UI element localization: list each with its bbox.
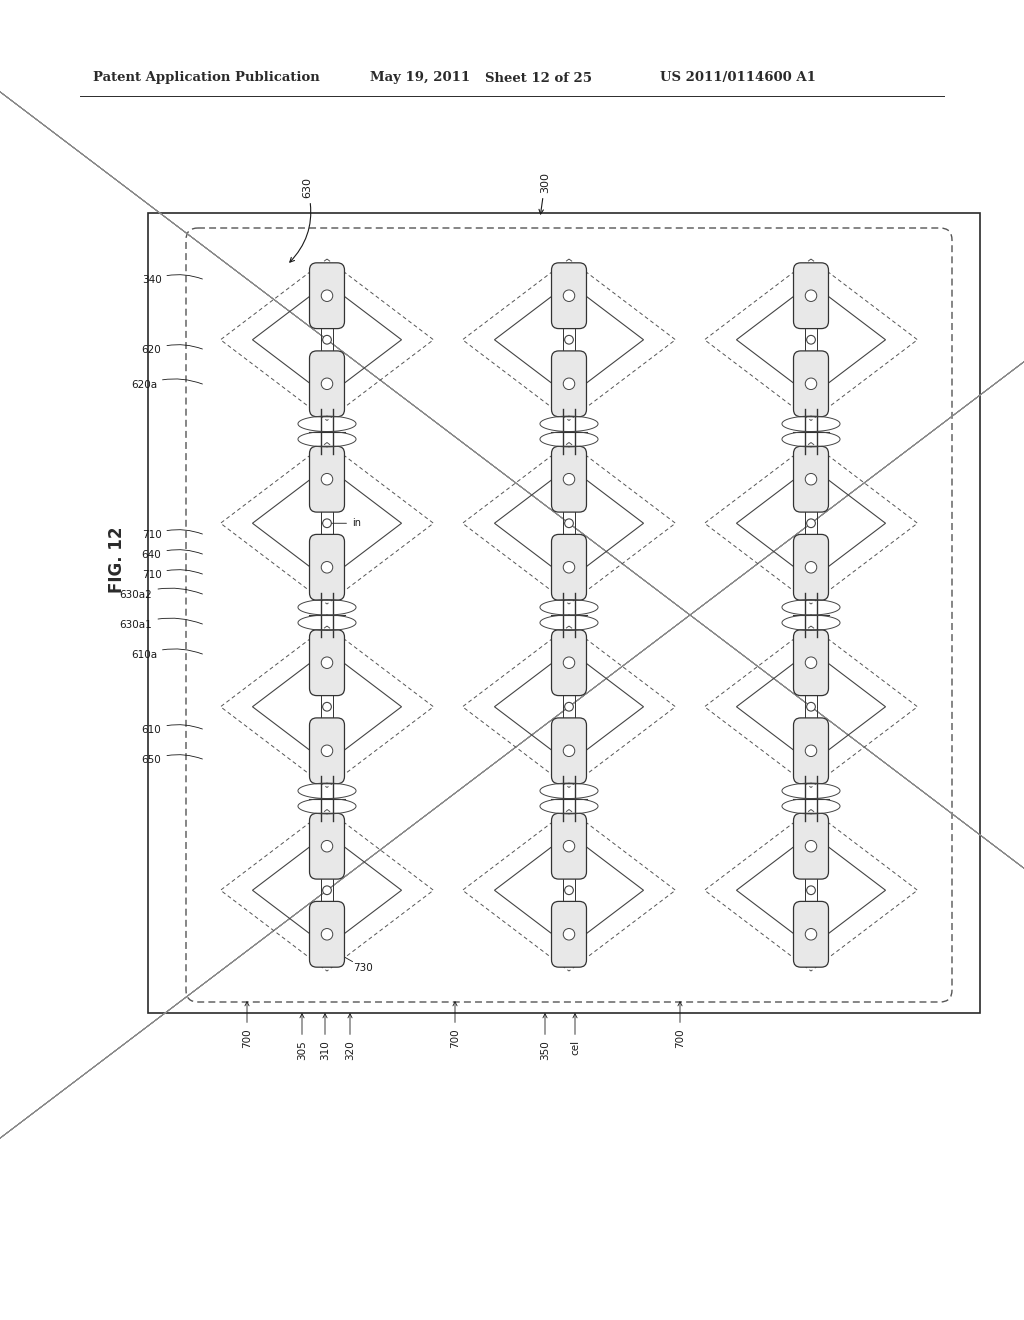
Text: 700: 700 (450, 1002, 460, 1048)
FancyBboxPatch shape (794, 902, 828, 968)
Circle shape (805, 290, 817, 301)
Circle shape (564, 886, 573, 895)
Text: 305: 305 (297, 1014, 307, 1060)
Text: 340: 340 (141, 275, 203, 285)
Text: US 2011/0114600 A1: US 2011/0114600 A1 (660, 71, 816, 84)
Circle shape (563, 841, 574, 851)
Circle shape (322, 290, 333, 301)
Circle shape (322, 841, 333, 851)
FancyBboxPatch shape (309, 902, 344, 968)
Circle shape (805, 474, 817, 484)
FancyBboxPatch shape (552, 446, 587, 512)
Circle shape (323, 886, 332, 895)
Text: 630a1: 630a1 (120, 618, 203, 630)
Circle shape (805, 561, 817, 573)
Circle shape (563, 474, 574, 484)
Text: 320: 320 (345, 1014, 355, 1060)
Circle shape (564, 519, 573, 528)
FancyBboxPatch shape (794, 263, 828, 329)
Circle shape (563, 744, 574, 756)
Text: FIG. 12: FIG. 12 (108, 527, 126, 593)
Text: Patent Application Publication: Patent Application Publication (93, 71, 319, 84)
Text: 630a2: 630a2 (120, 589, 203, 601)
Text: 620: 620 (141, 345, 203, 355)
Circle shape (805, 841, 817, 851)
Circle shape (563, 657, 574, 668)
FancyBboxPatch shape (309, 535, 344, 601)
Text: May 19, 2011: May 19, 2011 (370, 71, 470, 84)
Text: 650: 650 (141, 755, 203, 766)
FancyBboxPatch shape (552, 630, 587, 696)
FancyBboxPatch shape (309, 446, 344, 512)
FancyBboxPatch shape (794, 446, 828, 512)
Circle shape (807, 519, 815, 528)
Circle shape (563, 378, 574, 389)
FancyBboxPatch shape (552, 535, 587, 601)
Text: 730: 730 (353, 964, 373, 973)
FancyBboxPatch shape (794, 535, 828, 601)
Circle shape (323, 702, 332, 711)
Circle shape (807, 702, 815, 711)
Text: 710: 710 (141, 529, 203, 540)
Circle shape (564, 702, 573, 711)
Circle shape (322, 744, 333, 756)
Circle shape (563, 928, 574, 940)
Text: 700: 700 (242, 1002, 252, 1048)
Circle shape (322, 561, 333, 573)
FancyBboxPatch shape (552, 718, 587, 784)
Circle shape (807, 886, 815, 895)
FancyBboxPatch shape (552, 902, 587, 968)
FancyBboxPatch shape (552, 351, 587, 417)
Text: 610: 610 (141, 725, 203, 735)
FancyBboxPatch shape (794, 718, 828, 784)
FancyBboxPatch shape (309, 813, 344, 879)
Circle shape (805, 378, 817, 389)
Text: 640: 640 (141, 549, 203, 560)
FancyBboxPatch shape (309, 630, 344, 696)
FancyBboxPatch shape (794, 351, 828, 417)
FancyBboxPatch shape (309, 718, 344, 784)
Text: 350: 350 (540, 1014, 550, 1060)
FancyBboxPatch shape (309, 263, 344, 329)
FancyBboxPatch shape (552, 813, 587, 879)
Text: 620a: 620a (131, 379, 203, 389)
Circle shape (322, 657, 333, 668)
FancyBboxPatch shape (552, 263, 587, 329)
Text: 310: 310 (319, 1014, 330, 1060)
Text: in: in (323, 519, 361, 528)
Text: 710: 710 (141, 570, 203, 579)
Text: cel: cel (570, 1014, 580, 1055)
Text: 300: 300 (539, 172, 550, 214)
Circle shape (322, 378, 333, 389)
Text: 630: 630 (290, 177, 312, 263)
Text: Sheet 12 of 25: Sheet 12 of 25 (485, 71, 592, 84)
Bar (148, 213, 980, 1012)
Circle shape (807, 335, 815, 345)
FancyBboxPatch shape (794, 630, 828, 696)
Circle shape (564, 335, 573, 345)
FancyBboxPatch shape (309, 351, 344, 417)
Text: 700: 700 (675, 1002, 685, 1048)
Circle shape (805, 657, 817, 668)
Circle shape (323, 335, 332, 345)
Circle shape (805, 744, 817, 756)
Circle shape (805, 928, 817, 940)
Circle shape (563, 290, 574, 301)
Text: 610a: 610a (131, 649, 203, 660)
Circle shape (323, 519, 332, 528)
Circle shape (322, 928, 333, 940)
Circle shape (563, 561, 574, 573)
Circle shape (322, 474, 333, 484)
FancyBboxPatch shape (794, 813, 828, 879)
